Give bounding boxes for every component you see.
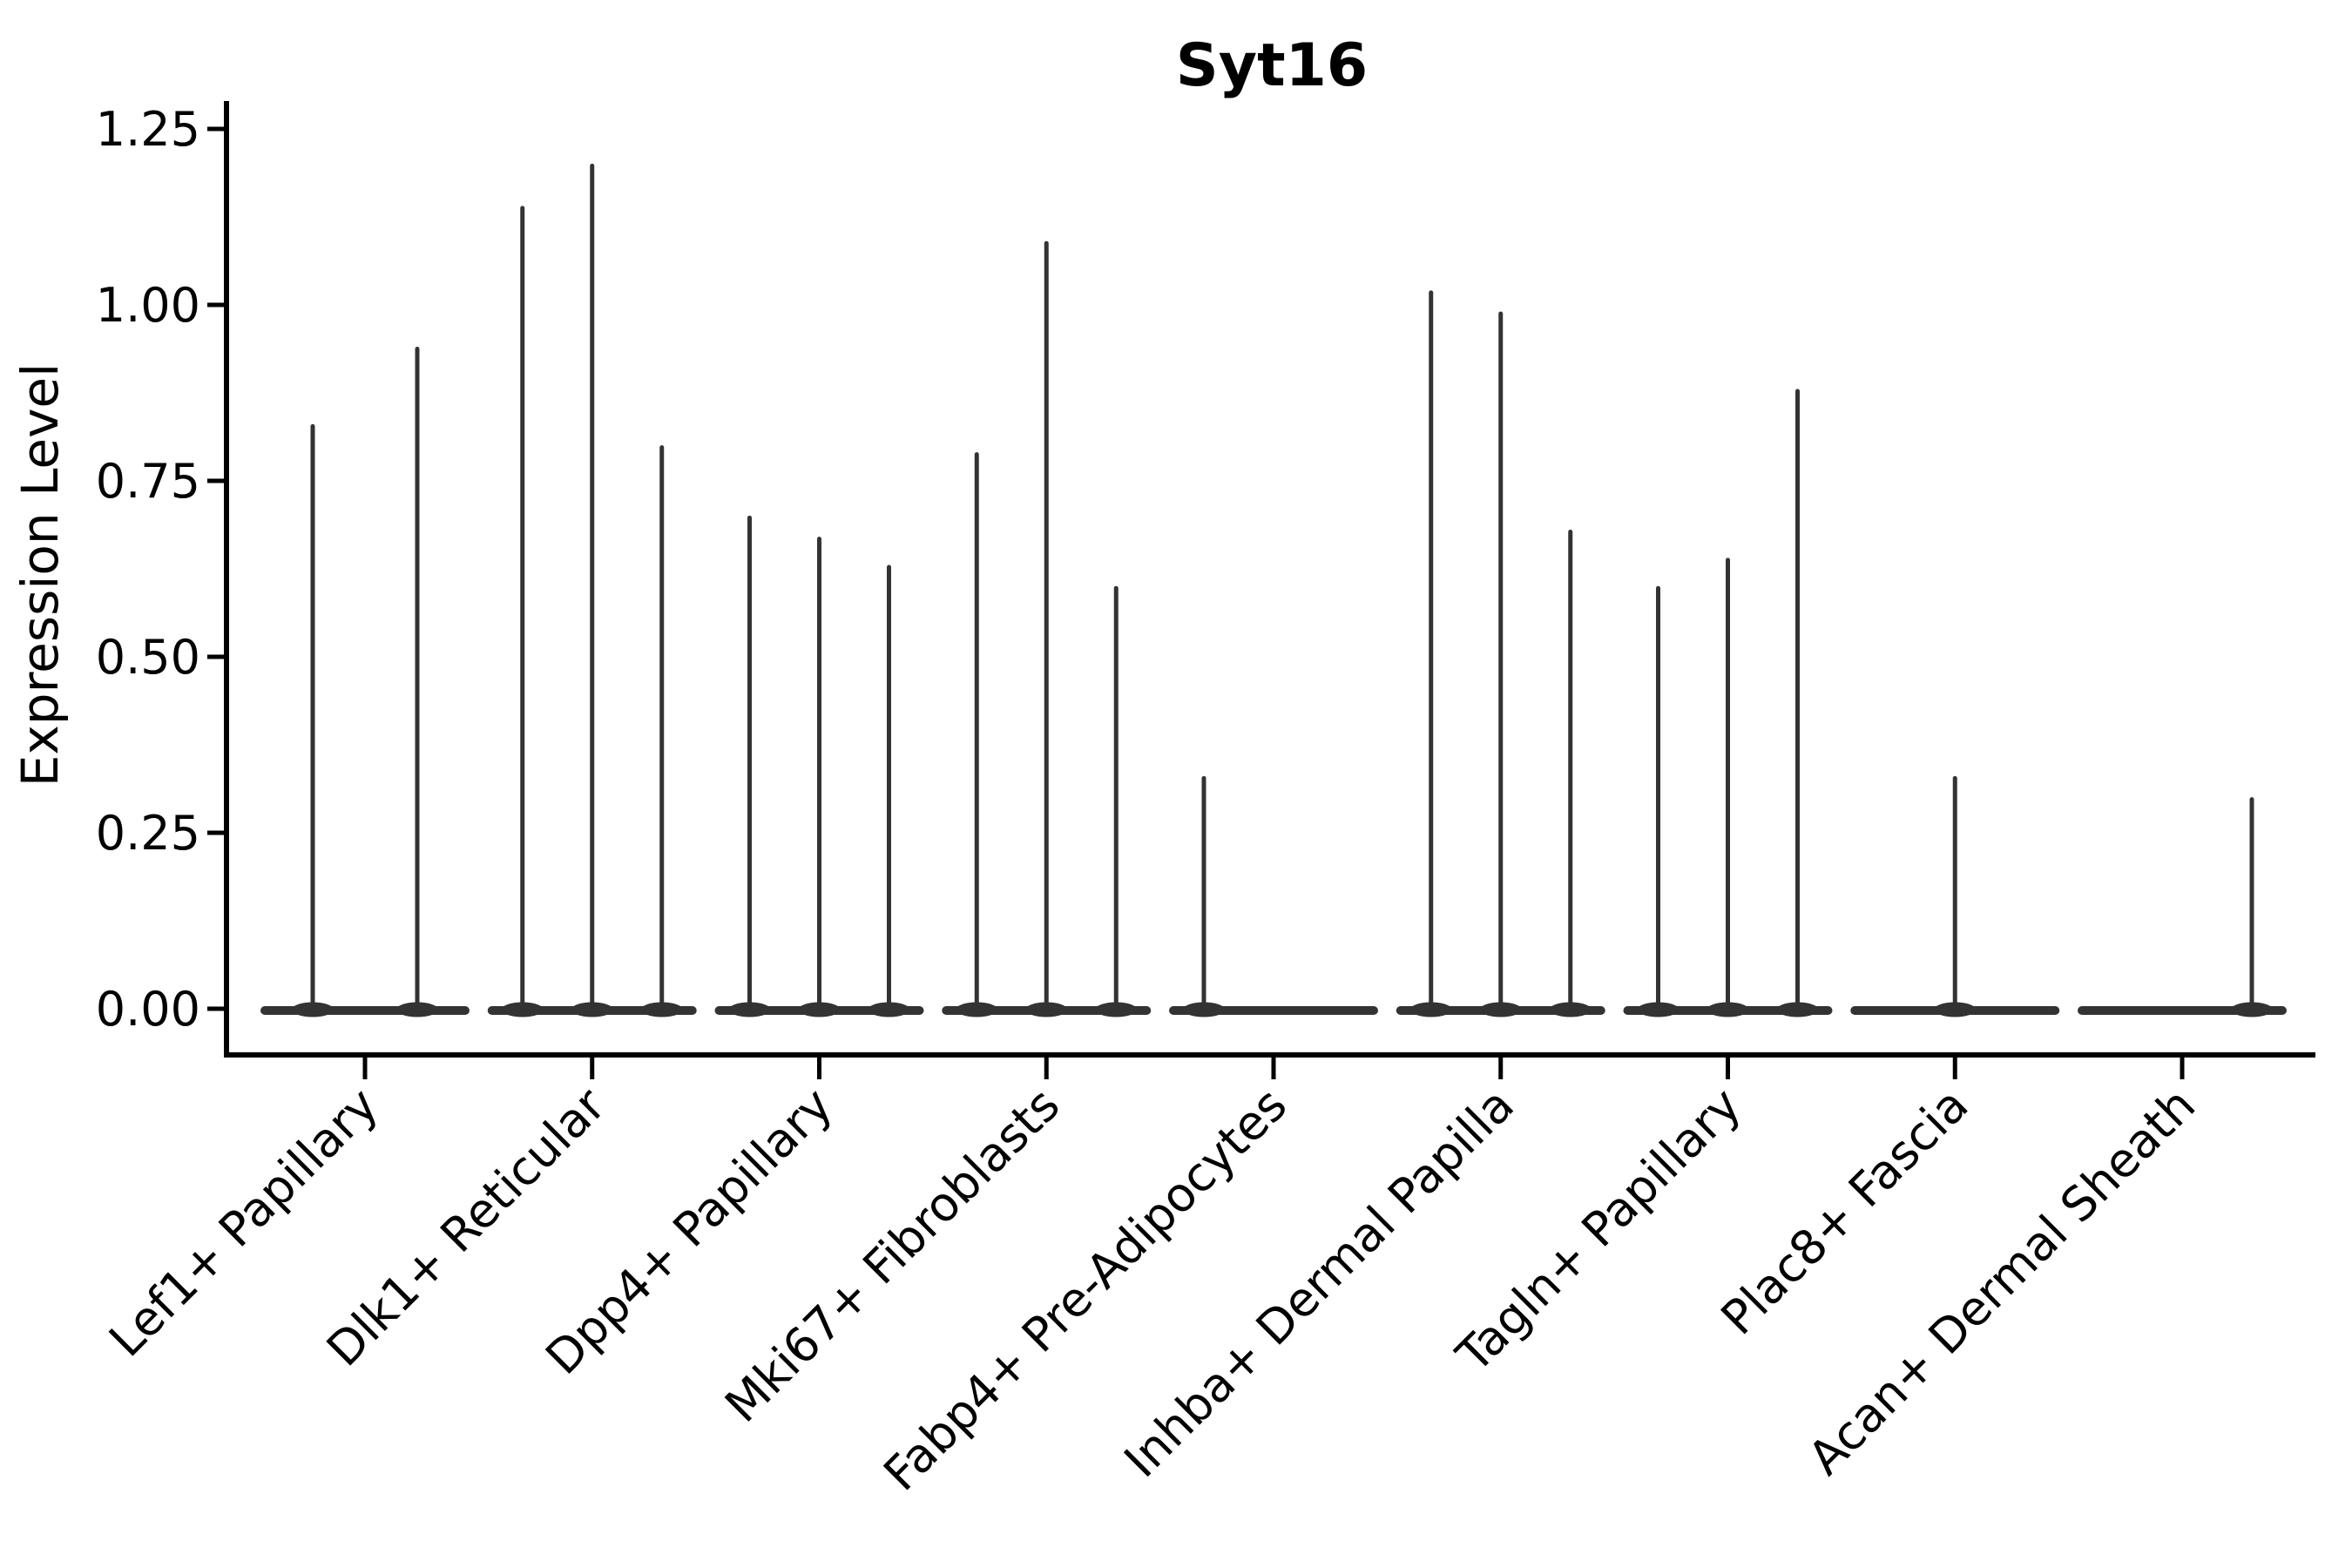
y-tick-label: 0.75 bbox=[96, 454, 200, 509]
x-tick-label: Acan+ Dermal Sheath bbox=[1798, 1078, 2206, 1485]
y-tick-label: 0.25 bbox=[96, 806, 200, 861]
y-tick-label: 1.00 bbox=[96, 278, 200, 333]
y-tick-label: 0.00 bbox=[96, 982, 200, 1037]
y-tick-label: 1.25 bbox=[96, 102, 200, 157]
chart-title: Syt16 bbox=[1176, 31, 1368, 100]
x-tick-label: Fabp4+ Pre-Adipocytes bbox=[873, 1078, 1297, 1502]
violin-baseline bbox=[260, 1006, 470, 1015]
x-tick-label: Inhba+ Dermal Papilla bbox=[1114, 1078, 1524, 1488]
y-tick-label: 0.50 bbox=[96, 630, 200, 685]
y-axis-label: Expression Level bbox=[10, 363, 70, 787]
